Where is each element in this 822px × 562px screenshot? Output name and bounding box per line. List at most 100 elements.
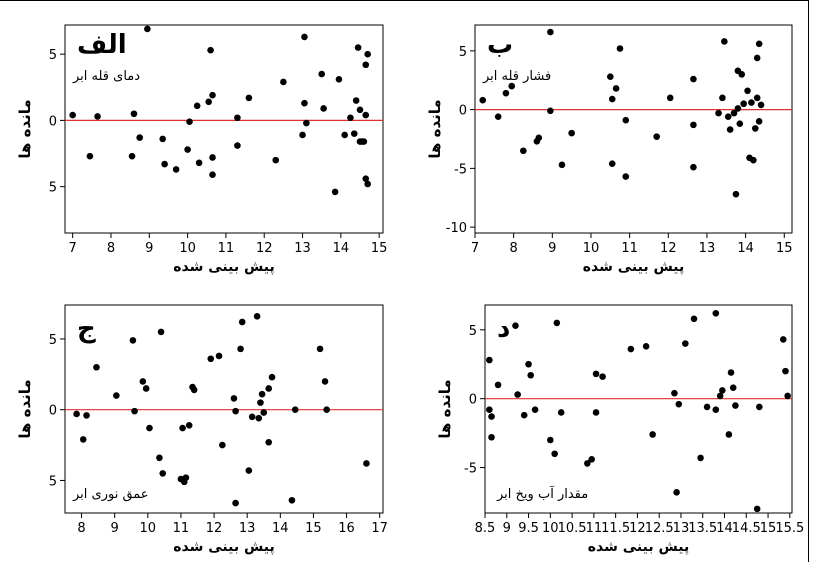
panel-subtitle: فشار قله ابر bbox=[482, 69, 551, 84]
data-point bbox=[675, 400, 683, 408]
y-tick-label: 5 bbox=[49, 48, 57, 63]
data-point bbox=[703, 403, 711, 411]
data-point bbox=[724, 113, 732, 120]
data-point bbox=[335, 76, 343, 83]
data-point bbox=[94, 113, 101, 120]
x-tick-label: 14 bbox=[333, 241, 350, 256]
panel-letter: ب bbox=[487, 30, 513, 60]
x-tick-label: 13 bbox=[673, 521, 690, 536]
data-point bbox=[558, 161, 566, 169]
data-point bbox=[288, 496, 296, 504]
data-point bbox=[732, 190, 740, 198]
data-point bbox=[291, 406, 299, 414]
data-point bbox=[753, 94, 761, 102]
data-point bbox=[321, 378, 329, 385]
data-point bbox=[756, 403, 763, 411]
data-point bbox=[360, 138, 368, 145]
data-point bbox=[258, 390, 266, 398]
data-point bbox=[362, 111, 370, 119]
x-tick-label: 11 bbox=[586, 521, 603, 536]
scatter-panel-1: 7 8 9 10 11 12 13 14 15 5 0 5 پیش بینی شده مانده ها ال… bbox=[16, 24, 388, 275]
data-point bbox=[316, 345, 324, 353]
data-point bbox=[364, 180, 371, 188]
data-point bbox=[568, 129, 575, 137]
data-point bbox=[237, 345, 244, 353]
x-tick-label: 12 bbox=[256, 241, 273, 256]
data-point bbox=[751, 125, 759, 132]
data-point bbox=[207, 355, 215, 363]
data-point bbox=[323, 406, 330, 414]
data-point bbox=[755, 118, 763, 125]
data-point bbox=[734, 105, 742, 112]
data-point bbox=[260, 409, 268, 416]
x-tick-label: 15 bbox=[776, 241, 793, 256]
x-tick-label: 10 bbox=[179, 241, 196, 256]
x-tick-label: 13.5 bbox=[688, 521, 717, 536]
data-point bbox=[719, 387, 726, 394]
y-tick-label: 5 bbox=[49, 333, 57, 348]
x-tick-label: 10 bbox=[140, 521, 157, 536]
plot-frame bbox=[64, 304, 384, 514]
data-point bbox=[784, 392, 791, 400]
data-point bbox=[182, 474, 190, 481]
data-point bbox=[514, 391, 521, 398]
data-point bbox=[190, 386, 198, 394]
x-tick-label: 13 bbox=[699, 241, 716, 256]
data-point bbox=[697, 454, 704, 462]
x-axis-title: پیش بینی شده bbox=[173, 539, 274, 555]
data-point bbox=[616, 45, 624, 52]
data-point bbox=[232, 407, 239, 415]
data-point bbox=[350, 130, 358, 137]
data-point bbox=[525, 360, 532, 368]
x-tick-label: 14 bbox=[716, 521, 733, 536]
data-point bbox=[265, 438, 273, 446]
data-point bbox=[215, 352, 223, 360]
x-tick-label: 12 bbox=[629, 521, 646, 536]
data-point bbox=[253, 313, 261, 320]
data-point bbox=[159, 135, 166, 143]
y-tick-label: 5 bbox=[49, 474, 57, 489]
data-point bbox=[179, 424, 186, 432]
data-point bbox=[535, 134, 543, 142]
x-tick-label: 9 bbox=[548, 241, 556, 256]
x-tick-label: 15 bbox=[371, 241, 388, 256]
data-point bbox=[622, 116, 630, 124]
data-point bbox=[272, 156, 280, 164]
data-point bbox=[130, 110, 138, 118]
x-tick-label: 12 bbox=[660, 241, 677, 256]
y-tick-label: 0 bbox=[49, 114, 57, 129]
data-point bbox=[207, 46, 214, 54]
data-point bbox=[341, 131, 348, 139]
data-point bbox=[131, 407, 138, 415]
data-point bbox=[172, 166, 180, 173]
data-point bbox=[268, 373, 276, 381]
data-point bbox=[347, 114, 354, 122]
data-point bbox=[690, 163, 697, 171]
x-tick-label: 14 bbox=[737, 241, 754, 256]
data-point bbox=[738, 71, 746, 78]
data-point bbox=[161, 160, 168, 168]
data-point bbox=[318, 70, 325, 78]
data-point bbox=[608, 95, 616, 103]
data-point bbox=[479, 96, 487, 104]
data-point bbox=[494, 381, 502, 389]
data-point bbox=[486, 356, 493, 364]
data-point bbox=[712, 309, 720, 317]
x-tick-label: 11.5 bbox=[601, 521, 630, 536]
plot-frame bbox=[474, 24, 793, 234]
data-point bbox=[690, 75, 697, 83]
data-point bbox=[184, 146, 191, 153]
x-tick-label: 12.5 bbox=[645, 521, 674, 536]
data-point bbox=[144, 25, 151, 33]
x-tick-label: 16 bbox=[338, 521, 355, 536]
data-point bbox=[690, 315, 698, 323]
data-point bbox=[608, 160, 616, 167]
data-point bbox=[157, 328, 165, 336]
x-tick-label: 8.5 bbox=[475, 521, 496, 536]
data-point bbox=[673, 489, 680, 496]
data-point bbox=[642, 343, 650, 350]
data-point bbox=[185, 421, 193, 429]
data-point bbox=[508, 82, 516, 90]
data-point bbox=[547, 107, 554, 115]
data-point bbox=[729, 384, 737, 391]
